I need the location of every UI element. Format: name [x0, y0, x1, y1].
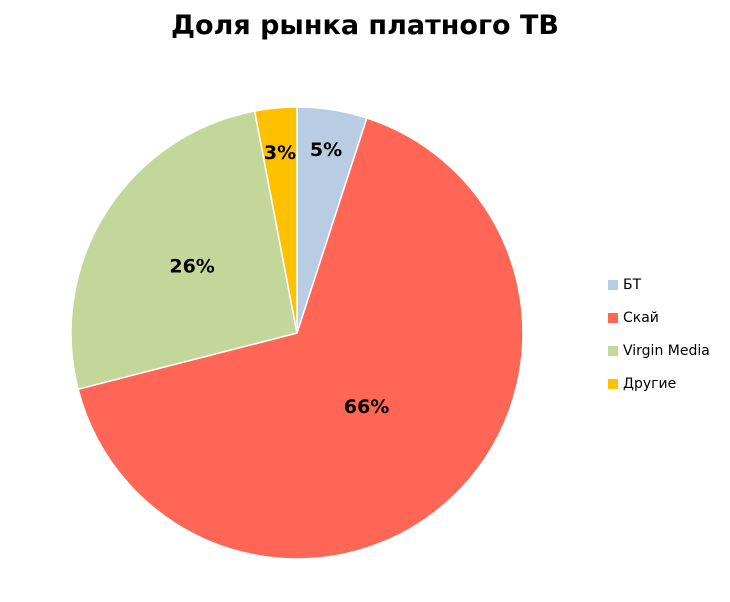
- data-label-bt: 5%: [310, 139, 342, 161]
- pie-slice-virgin-media: [70, 110, 298, 391]
- legend-swatch-other: [608, 379, 618, 389]
- legend-swatch-virgin-media: [608, 346, 618, 356]
- data-label-virgin-media: 26%: [169, 255, 214, 277]
- pie-slice-sky: [77, 117, 524, 560]
- legend-label-virgin-media: Virgin Media: [623, 343, 710, 359]
- data-label-other: 3%: [264, 142, 296, 164]
- legend-item-bt: БТ: [608, 274, 710, 296]
- legend: БТ Скай Virgin Media Другие: [608, 274, 710, 406]
- legend-label-sky: Скай: [623, 310, 659, 326]
- legend-swatch-sky: [608, 313, 618, 323]
- data-label-sky: 66%: [344, 396, 389, 418]
- legend-item-sky: Скай: [608, 307, 710, 329]
- legend-item-other: Другие: [608, 373, 710, 395]
- pie-slice-other: [253, 106, 298, 334]
- legend-swatch-bt: [608, 280, 618, 290]
- legend-item-virgin-media: Virgin Media: [608, 340, 710, 362]
- legend-label-bt: БТ: [623, 277, 642, 293]
- chart-title: Доля рынка платного ТВ: [170, 10, 559, 41]
- legend-label-other: Другие: [623, 376, 677, 392]
